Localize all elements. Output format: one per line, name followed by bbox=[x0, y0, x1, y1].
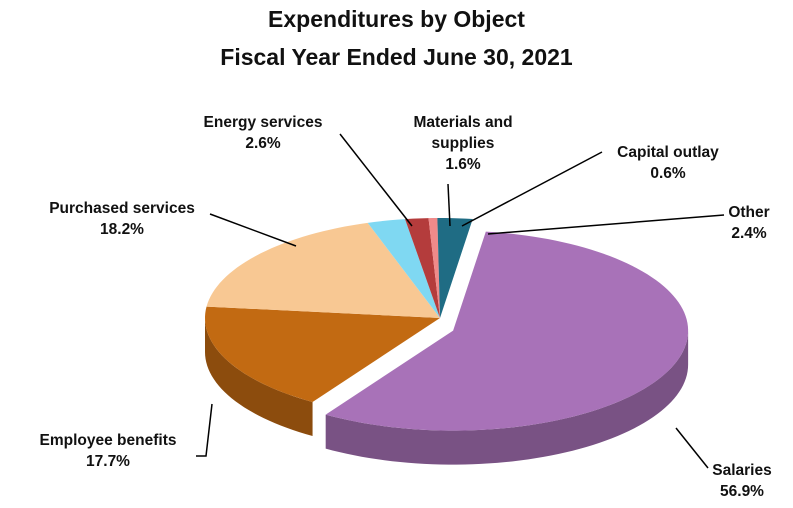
slice-side bbox=[325, 330, 689, 465]
category-label: Other bbox=[728, 204, 770, 221]
leader-line bbox=[487, 214, 725, 235]
data-label: Salaries 56.9% bbox=[697, 460, 787, 502]
slice bbox=[437, 218, 473, 318]
category-label: Salaries bbox=[712, 462, 772, 479]
slice bbox=[205, 306, 440, 403]
leader-line bbox=[209, 213, 297, 247]
value-label: 0.6% bbox=[650, 165, 686, 182]
leader-line bbox=[461, 151, 603, 227]
data-label: Materials and supplies 1.6% bbox=[398, 112, 528, 175]
chart-title: Expenditures by Object bbox=[268, 6, 525, 32]
slice bbox=[405, 218, 440, 318]
value-label: 17.7% bbox=[86, 453, 130, 470]
leader-line bbox=[339, 133, 413, 227]
data-label: Other 2.4% bbox=[709, 202, 789, 244]
slice bbox=[428, 218, 440, 318]
data-label: Capital outlay 0.6% bbox=[588, 142, 748, 184]
value-label: 2.6% bbox=[245, 135, 281, 152]
value-label: 56.9% bbox=[720, 483, 764, 500]
category-label: Purchased services bbox=[49, 200, 195, 217]
slice-side bbox=[205, 318, 313, 437]
category-label: Employee benefits bbox=[39, 432, 177, 449]
chart-subtitle: Fiscal Year Ended June 30, 2021 bbox=[220, 44, 573, 70]
slice bbox=[367, 219, 440, 318]
value-label: 1.6% bbox=[445, 156, 481, 173]
leader-line bbox=[447, 183, 451, 227]
value-label: 2.4% bbox=[731, 225, 767, 242]
category-label: Capital outlay bbox=[617, 144, 719, 161]
leader-line bbox=[675, 427, 709, 469]
value-label: 18.2% bbox=[100, 221, 144, 238]
data-label: Employee benefits 17.7% bbox=[13, 430, 203, 472]
slice bbox=[325, 231, 689, 431]
slice bbox=[206, 222, 440, 318]
data-label: Purchased services 18.2% bbox=[17, 198, 227, 240]
leader-line bbox=[196, 403, 213, 457]
category-label: Energy services bbox=[203, 114, 323, 131]
data-label: Energy services 2.6% bbox=[178, 112, 348, 154]
category-label: Materials and supplies bbox=[413, 114, 513, 152]
